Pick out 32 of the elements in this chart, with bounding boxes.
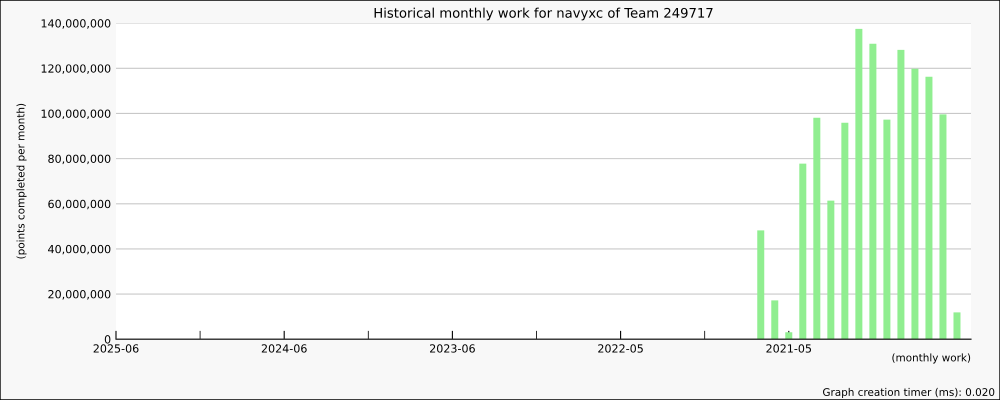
bar bbox=[911, 68, 918, 340]
bar bbox=[757, 230, 764, 340]
x-tick-label: 2025-06 bbox=[94, 344, 139, 353]
x-tick-label: 2024-06 bbox=[262, 344, 307, 353]
bar bbox=[855, 28, 862, 340]
x-axis-title: (monthly work) bbox=[892, 353, 970, 364]
bar bbox=[897, 50, 904, 340]
text: Graph creation timer (ms): 0.020 bbox=[823, 388, 994, 398]
bar bbox=[785, 332, 792, 340]
bar bbox=[799, 164, 806, 340]
bar bbox=[771, 300, 778, 340]
x-tick-label: 2021-05 bbox=[766, 344, 812, 353]
x-tick-label: 2022-05 bbox=[598, 344, 643, 353]
bar bbox=[953, 312, 960, 340]
y-axis-title: (points completed per month) bbox=[16, 104, 27, 259]
bar bbox=[813, 118, 820, 340]
y-tick-label: 40,000,000 bbox=[48, 244, 110, 254]
bar bbox=[883, 120, 890, 340]
y-tick-label: 80,000,000 bbox=[48, 154, 110, 164]
bar bbox=[841, 122, 848, 340]
y-tick-label: 120,000,000 bbox=[42, 64, 110, 74]
bar bbox=[869, 44, 876, 340]
bar bbox=[827, 200, 834, 340]
chart-title: Historical monthly work for navyxc of Team 249717 bbox=[374, 8, 713, 20]
y-tick-label: 140,000,000 bbox=[42, 19, 110, 29]
bar bbox=[925, 76, 932, 340]
y-tick-label: 20,000,000 bbox=[48, 290, 110, 300]
y-tick-label: 60,000,000 bbox=[48, 200, 110, 210]
x-tick-label: 2023-06 bbox=[430, 344, 475, 353]
bar bbox=[939, 114, 946, 340]
y-tick-label: 100,000,000 bbox=[42, 109, 110, 119]
y-tick-label: 0 bbox=[104, 335, 110, 344]
